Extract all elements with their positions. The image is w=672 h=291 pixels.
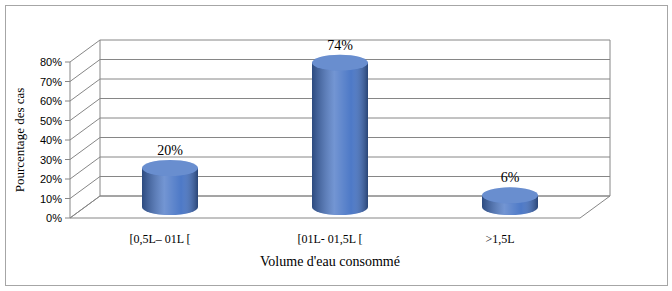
y-tick — [65, 101, 70, 102]
bar — [142, 160, 198, 215]
bar — [312, 55, 368, 215]
bar-top — [482, 187, 538, 203]
y-tick — [65, 159, 70, 160]
bar-top — [142, 160, 198, 176]
y-tick-label: 50% — [40, 115, 62, 127]
y-tick — [65, 218, 70, 219]
labels: 20% 74% 6% — [157, 38, 520, 186]
y-tick — [65, 140, 70, 141]
y-tick — [65, 120, 70, 121]
y-axis-label: Pourcentage des cas — [12, 88, 27, 193]
grid — [65, 40, 610, 218]
y-tick-label: 30% — [40, 154, 62, 166]
y-tick-label: 60% — [40, 95, 62, 107]
y-tick-label: 80% — [40, 56, 62, 68]
bar — [482, 187, 538, 215]
data-label: 20% — [157, 143, 183, 158]
bar-top — [312, 55, 368, 71]
y-tick-label: 0% — [46, 212, 62, 224]
data-label: 74% — [327, 38, 353, 53]
x-tick-label: >1,5L — [485, 232, 514, 246]
x-tick-label: [01L- 01,5L [ — [297, 232, 362, 246]
y-tick — [65, 198, 70, 199]
chart-frame — [6, 6, 668, 286]
y-tick — [65, 179, 70, 180]
y-tick-label: 10% — [40, 193, 62, 205]
bar-top-light — [482, 187, 538, 203]
data-label: 6% — [501, 170, 520, 185]
y-tick-label: 40% — [40, 134, 62, 146]
x-tick-label: [0,5L– 01L [ — [129, 232, 190, 246]
bar-top-light — [312, 55, 368, 71]
bar-top-light — [142, 160, 198, 176]
chart: 0% 10% 20% 30% 40% 50% 60% 70% 80% 20% 74% 6% [0,5L–… — [0, 0, 672, 291]
y-tick — [65, 81, 70, 82]
bar-body — [312, 63, 368, 215]
y-tick-label: 20% — [40, 173, 62, 185]
y-tick-label: 70% — [40, 76, 62, 88]
y-tick — [65, 62, 70, 63]
x-axis-label: Volume d'eau consommé — [260, 254, 400, 269]
bar-shade — [312, 63, 368, 215]
bars — [142, 55, 538, 215]
